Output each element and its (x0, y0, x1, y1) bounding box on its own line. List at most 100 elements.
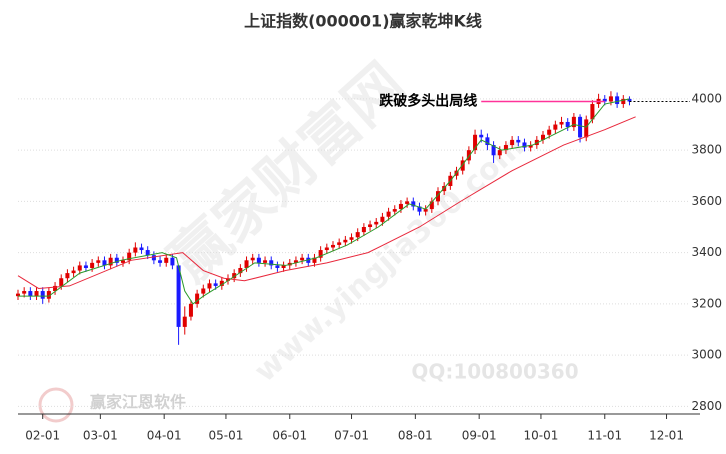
candle-body (59, 278, 64, 286)
candle-body (460, 160, 465, 171)
candle-body (22, 291, 27, 294)
candle-body (53, 285, 58, 292)
candle-body (621, 98, 626, 105)
candle-body (602, 98, 607, 102)
candle-body (201, 288, 206, 294)
candle-body (547, 129, 552, 135)
candle-body (553, 124, 558, 130)
x-tick-label: 10-01 (524, 429, 559, 443)
candle-body (225, 278, 231, 281)
candle-body (312, 257, 317, 263)
moving-average (17, 116, 636, 289)
candle-body (114, 257, 119, 263)
candle-body (96, 260, 101, 263)
candle-body (324, 247, 329, 251)
candle-body (139, 247, 144, 251)
x-tick-label: 03-01 (83, 429, 118, 443)
x-tick-label: 04-01 (147, 429, 182, 443)
candle-body (65, 273, 70, 279)
candle-body (473, 134, 478, 151)
candle-body (170, 257, 175, 266)
chart-title: 上证指数(000001)赢家乾坤K线 (244, 12, 482, 31)
candle-body (349, 237, 354, 240)
candle-body (559, 121, 564, 125)
candle-body (380, 216, 385, 222)
candle-body (355, 232, 360, 238)
candle-body (503, 145, 508, 151)
x-tick-label: 07-01 (334, 429, 369, 443)
candle-body (423, 209, 428, 212)
candle-body (337, 242, 342, 245)
y-tick-label: 4000 (691, 91, 722, 105)
watermark: QQ:100800360 (411, 360, 578, 384)
candle-body (102, 260, 107, 266)
candle-body (176, 265, 181, 327)
y-tick-label: 3800 (691, 143, 722, 157)
candle-body (28, 291, 33, 297)
candle-body (207, 283, 212, 289)
candle-body (300, 257, 305, 261)
x-tick-label: 06-01 (272, 429, 307, 443)
candle-body (368, 224, 373, 227)
y-tick-label: 3400 (691, 245, 722, 259)
x-tick-label: 02-01 (25, 429, 60, 443)
x-tick-label: 09-01 (462, 429, 497, 443)
candle-body (571, 116, 576, 128)
candle-body (627, 98, 632, 102)
candle-body (293, 260, 298, 263)
candle-body (213, 283, 218, 286)
candle-body (195, 293, 200, 304)
x-tick-label: 12-01 (649, 429, 684, 443)
candle-body (127, 252, 132, 261)
candle-body (318, 250, 323, 258)
candle-body (83, 265, 88, 268)
candle-body (615, 96, 620, 105)
candle-body (330, 244, 336, 248)
candle-body (590, 104, 595, 120)
x-tick-label: 05-01 (209, 429, 244, 443)
y-tick-label: 2800 (691, 399, 722, 413)
candle-body (90, 262, 95, 268)
candle-body (133, 247, 138, 253)
candle-body (479, 134, 484, 138)
candle-body (343, 239, 348, 243)
candle-body (565, 121, 570, 128)
candle-body (188, 303, 193, 317)
moving-average (18, 98, 630, 305)
candle-body (40, 291, 45, 299)
candle-body (429, 201, 434, 210)
candle-body (361, 227, 366, 233)
candle-body (164, 257, 169, 263)
candle-body (386, 211, 391, 217)
candle-body (516, 139, 521, 143)
candle-body (77, 265, 82, 271)
candle-body (411, 201, 416, 207)
candle-body (71, 270, 76, 274)
candle-body (250, 257, 255, 261)
candle-body (528, 145, 533, 148)
candle-body (417, 206, 422, 212)
y-tick-label: 3600 (691, 194, 722, 208)
candle-body (158, 260, 163, 263)
candle-body (491, 145, 496, 156)
candle-body (120, 260, 126, 263)
candle-body (485, 137, 490, 146)
candle-body (392, 209, 397, 212)
candle-body (435, 191, 441, 202)
candle-body (46, 291, 51, 299)
candle-body (145, 250, 150, 256)
x-tick-label: 08-01 (398, 429, 433, 443)
candle-body (398, 203, 403, 210)
candle-body (256, 257, 261, 263)
candle-body (275, 265, 280, 268)
watermark: 赢家江恩软件 (90, 393, 186, 412)
candle-body (281, 265, 286, 268)
candle-body (219, 280, 224, 286)
candle-body (182, 316, 187, 327)
candle-body (522, 142, 527, 148)
candle-body (578, 116, 583, 138)
candle-body (466, 150, 471, 161)
candle-body (34, 291, 39, 297)
y-tick-label: 3200 (691, 296, 722, 310)
